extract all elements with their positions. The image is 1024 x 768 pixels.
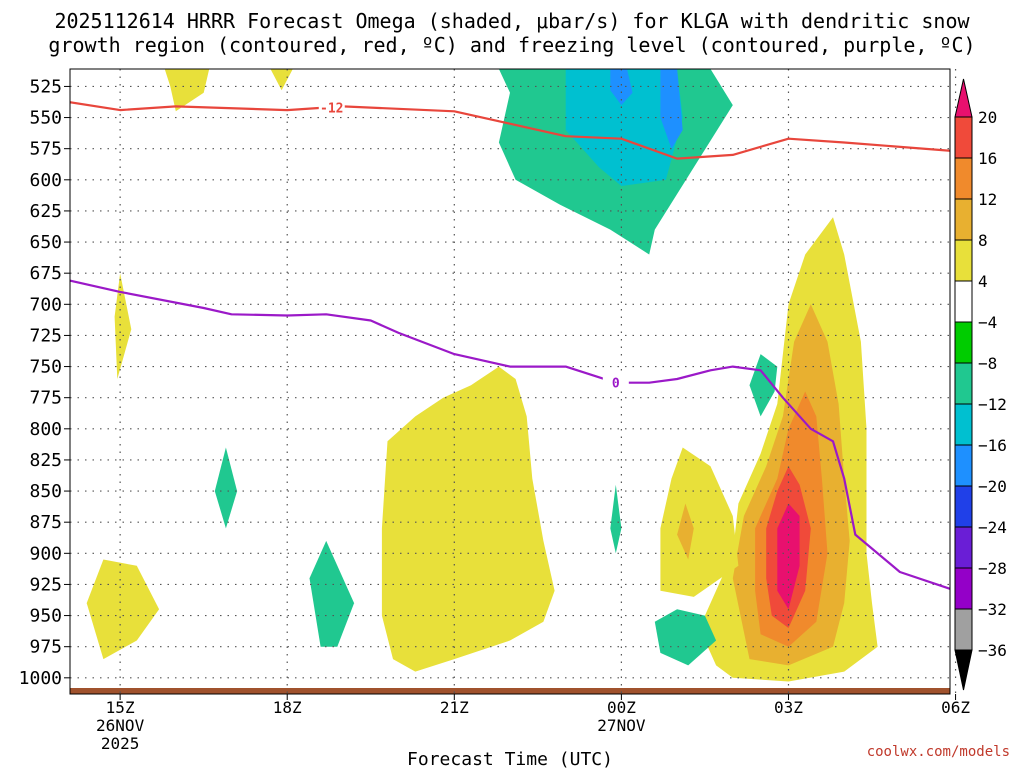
colorbar-bin [954, 444, 973, 487]
y-tick-label: 575 [29, 139, 62, 160]
isotherm-layer: -12 0 [70, 99, 950, 590]
omega-region-17 [86, 559, 160, 660]
omega-region-12 [654, 609, 717, 666]
omega-region-2 [610, 69, 633, 106]
colorbar-label: −28 [978, 559, 1007, 578]
y-tick-label: 950 [29, 606, 62, 627]
y-tick-label: 875 [29, 512, 62, 533]
y-tick-label: 825 [29, 450, 62, 471]
chart-title-line-2: growth region (contoured, red, ºC) and f… [48, 33, 976, 57]
x-tick-label: 27NOV [597, 716, 646, 735]
isotherm-label: -12 [320, 102, 343, 117]
colorbar-bin [954, 608, 973, 651]
isotherm-label-bg [602, 374, 629, 391]
colorbar-bin [954, 526, 973, 569]
x-tick-label: 21Z [440, 698, 469, 717]
omega-region-3 [660, 69, 683, 149]
omega-shading-layer [86, 69, 878, 682]
colorbar-label: −20 [978, 477, 1007, 496]
colorbar-bin [954, 157, 973, 200]
colorbar-bin [954, 567, 973, 610]
omega-region-18 [114, 273, 132, 379]
colorbar-label: 4 [978, 272, 988, 291]
colorbar-label: −24 [978, 518, 1007, 537]
colorbar-bin [954, 280, 973, 323]
omega-region-15 [214, 447, 238, 529]
y-tick-label: 800 [29, 419, 62, 440]
omega-region-11 [677, 503, 694, 560]
omega-region-10 [660, 447, 739, 597]
y-tick-label: 725 [29, 325, 62, 346]
colorbar-bin [954, 485, 973, 528]
y-tick-label: 1000 [19, 668, 62, 689]
y-tick-label: 925 [29, 574, 62, 595]
y-tick-label: 850 [29, 481, 62, 502]
terrain-strip [70, 688, 950, 694]
omega-region-19 [164, 69, 210, 112]
plot-frame [69, 68, 951, 695]
x-tick-label: 18Z [273, 698, 302, 717]
y-tick-label: 700 [29, 294, 62, 315]
omega-region-16 [610, 484, 622, 554]
colorbar-bin [954, 239, 973, 282]
y-tick-label: 650 [29, 232, 62, 253]
chart-title-line-1: 2025112614 HRRR Forecast Omega (shaded, … [54, 9, 970, 33]
x-tick-label: 03Z [774, 698, 803, 717]
colorbar-top-triangle [954, 78, 973, 118]
x-tick-label: 00Z [607, 698, 636, 717]
colorbar-label: −16 [978, 436, 1007, 455]
colorbar-label: −36 [978, 641, 1007, 660]
y-tick-label: 675 [29, 263, 62, 284]
isotherm-line-1 [70, 279, 950, 590]
colorbar: 20 16 12 8 4 −4 −8 −12 −16 −20 −24 −28 −32 −36 [954, 78, 1007, 691]
colorbar-bin [954, 116, 973, 159]
colorbar-label: 12 [978, 190, 997, 209]
y-tick-label: 900 [29, 543, 62, 564]
x-tick-label: 2025 [101, 734, 140, 753]
omega-region-20 [270, 69, 293, 91]
colorbar-label: 20 [978, 108, 997, 127]
x-tick-label: 06Z [941, 698, 970, 717]
y-tick-label: 625 [29, 201, 62, 222]
colorbar-label: −4 [978, 313, 997, 332]
omega-region-8 [777, 503, 800, 610]
colorbar-bin [954, 198, 973, 241]
omega-region-14 [309, 540, 355, 647]
colorbar-bottom-triangle [954, 649, 973, 691]
omega-region-9 [381, 366, 555, 672]
credit-text: coolwx.com/models [866, 744, 1010, 760]
y-tick-label: 775 [29, 388, 62, 409]
colorbar-label: −8 [978, 354, 997, 373]
isotherm-label: 0 [612, 377, 620, 392]
colorbar-bin [954, 321, 973, 364]
x-tick-label: 15Z [106, 698, 135, 717]
y-axis: 525 550 575 600 625 650 675 700 725 750 775 800 825 8… [19, 76, 70, 689]
colorbar-bin [954, 403, 973, 446]
isotherm-line-0 [70, 101, 950, 160]
omega-region-1 [565, 69, 683, 186]
y-tick-label: 750 [29, 357, 62, 378]
isotherm-label-bg [318, 99, 345, 116]
y-tick-label: 525 [29, 76, 62, 97]
y-tick-label: 550 [29, 108, 62, 129]
colorbar-label: −32 [978, 600, 1007, 619]
x-tick-label: 26NOV [96, 716, 145, 735]
y-tick-label: 975 [29, 637, 62, 658]
colorbar-label: −12 [978, 395, 1007, 414]
x-axis-label: Forecast Time (UTC) [407, 749, 613, 768]
colorbar-label: 16 [978, 149, 997, 168]
y-tick-label: 600 [29, 170, 62, 191]
colorbar-bin [954, 362, 973, 405]
colorbar-label: 8 [978, 231, 988, 250]
